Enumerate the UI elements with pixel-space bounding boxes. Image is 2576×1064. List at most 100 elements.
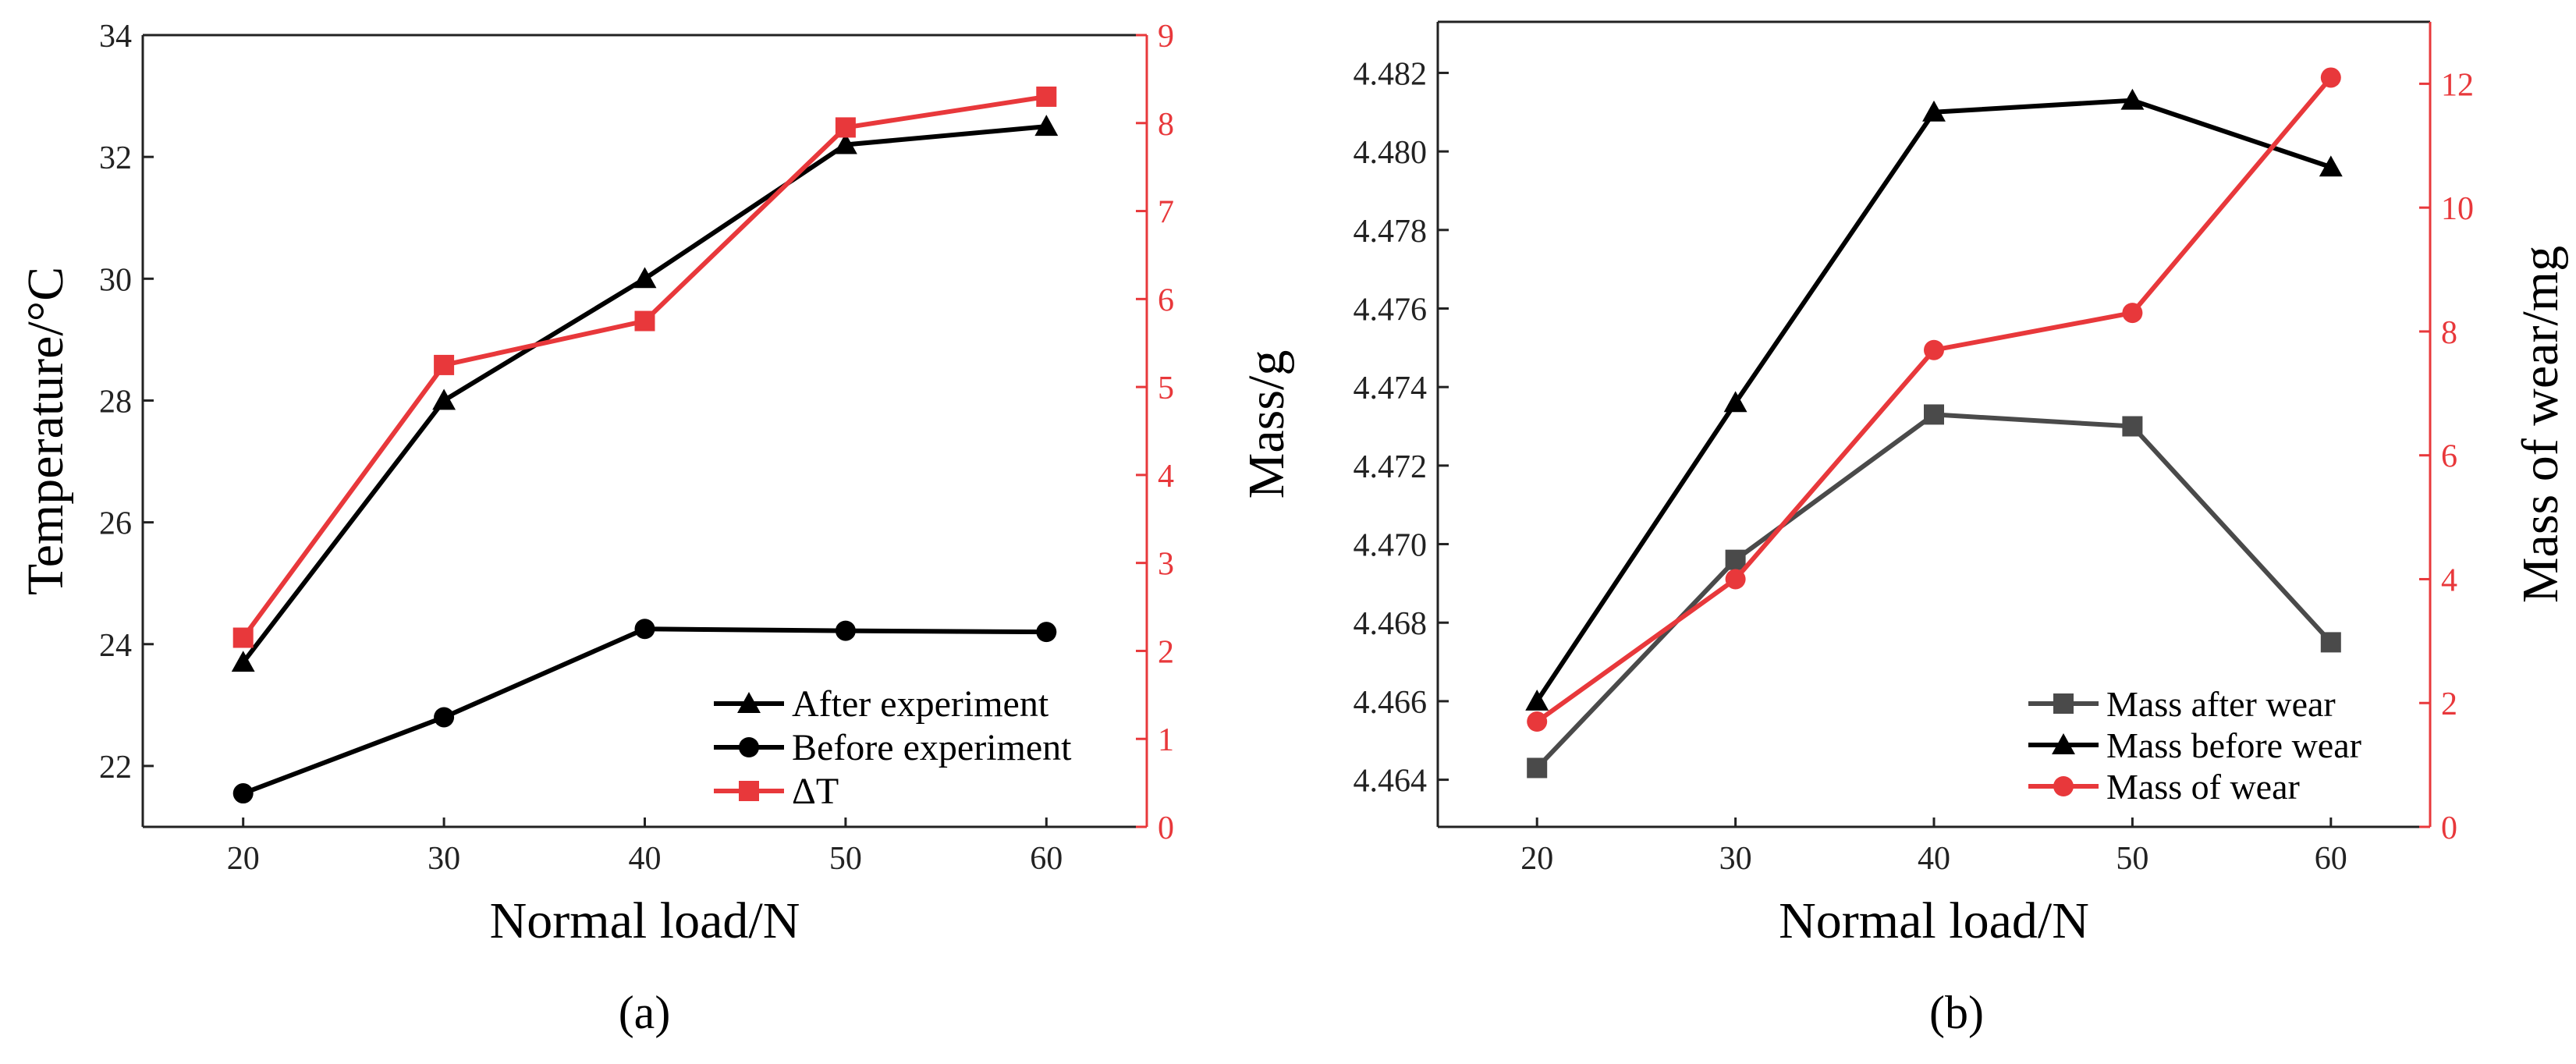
y-left-tick-label: 26 [99, 506, 132, 542]
y-right-tick-label: 9 [1158, 19, 1174, 55]
data-point [1922, 100, 1946, 122]
legend-marker [2052, 733, 2075, 754]
data-point [2320, 67, 2341, 88]
y-right-tick-label: 12 [2441, 67, 2474, 103]
data-point [1924, 404, 1944, 425]
y-right-tick-label: 8 [1158, 107, 1174, 143]
data-point [634, 619, 655, 640]
y-right-tick-label: 5 [1158, 371, 1174, 406]
x-tick-label: 40 [1918, 841, 1950, 877]
x-tick-label: 20 [1520, 841, 1553, 877]
y-left-tick-label: 22 [99, 750, 132, 786]
data-point [232, 627, 254, 648]
data-point [1034, 115, 1059, 137]
legend-label: Before experiment [792, 727, 1072, 768]
y-left-tick-label: 4.468 [1354, 606, 1428, 642]
y-right-tick-label: 0 [1158, 810, 1174, 846]
data-point [1036, 622, 1057, 643]
x-tick-label: 40 [629, 841, 662, 877]
data-point [1723, 391, 1747, 413]
series-mass-of-wear [1527, 67, 2341, 732]
data-point [1527, 711, 1548, 732]
y-left-tick-label: 4.478 [1354, 214, 1428, 250]
data-point [633, 267, 657, 289]
legend-label: Mass of wear [2106, 767, 2300, 807]
x-tick-label: 60 [2315, 841, 2347, 877]
data-point [634, 310, 655, 332]
data-point [2319, 155, 2343, 177]
data-point [2122, 416, 2143, 437]
data-point [835, 620, 856, 641]
series-line [241, 94, 1047, 640]
series-line [1535, 76, 2333, 724]
x-tick-label: 50 [2116, 841, 2148, 877]
series-before-experiment [232, 619, 1057, 804]
y-left-tick-label: 30 [99, 262, 132, 298]
data-point [833, 133, 857, 154]
data-point [1725, 549, 1746, 570]
data-point [1036, 86, 1057, 107]
legend-label: ΔT [792, 771, 839, 812]
y-left-tick-label: 34 [99, 19, 132, 55]
series--t [232, 86, 1057, 648]
legend-marker [739, 737, 759, 757]
y-right-tick-label: 2 [1158, 634, 1174, 670]
y-left-tick-label: 28 [99, 384, 132, 420]
y-axis-label-left: Temperature/°C [17, 267, 74, 595]
y-right-tick-label: 4 [1158, 459, 1174, 495]
x-axis-label: Normal load/N [1779, 892, 2089, 949]
y-left-tick-label: 4.466 [1354, 685, 1428, 721]
data-point [231, 651, 255, 672]
x-tick-label: 30 [1719, 841, 1752, 877]
y-right-tick-label: 4 [2441, 562, 2457, 598]
y-right-tick-label: 10 [2441, 191, 2474, 227]
data-point [1527, 757, 1548, 778]
series-line [1535, 98, 2332, 703]
y-left-tick-label: 4.464 [1354, 764, 1428, 800]
y-left-tick-label: 4.472 [1354, 449, 1428, 485]
y-left-tick-label: 32 [99, 140, 132, 176]
y-left-tick-label: 24 [99, 628, 132, 664]
data-point [2320, 632, 2341, 653]
y-right-tick-label: 7 [1158, 195, 1174, 231]
y-right-tick-label: 3 [1158, 547, 1174, 583]
y-right-tick-label: 6 [2441, 439, 2457, 475]
y-right-tick-label: 1 [1158, 722, 1174, 758]
y-left-tick-label: 4.480 [1354, 135, 1428, 171]
y-right-tick-label: 2 [2441, 686, 2457, 722]
y-left-tick-label: 4.482 [1354, 56, 1428, 92]
data-point [835, 117, 856, 138]
data-point [2122, 303, 2143, 324]
data-point [1924, 339, 1944, 360]
legend-marker [739, 781, 759, 801]
x-tick-label: 20 [227, 841, 260, 877]
chart-a-temperature: 20 30 40 50 60222426283032340123456789Normal… [17, 19, 1174, 1038]
legend-marker [2053, 693, 2074, 714]
series-after-experiment [231, 115, 1059, 672]
chart-caption: (b) [1929, 987, 1984, 1038]
chart-b-mass: 20 30 40 50 60 4.464 4.466 4.468 4.470 4.472 4.474… [1238, 20, 2569, 1038]
y-left-tick-label: 4.476 [1354, 292, 1428, 328]
series-line [241, 124, 1047, 665]
x-axis-label: Normal load/N [490, 892, 800, 949]
legend-marker [737, 692, 761, 713]
x-tick-label: 30 [428, 841, 460, 877]
x-tick-label: 50 [829, 841, 862, 877]
y-left-tick-label: 4.470 [1354, 528, 1428, 564]
series-mass-before-wear [1525, 88, 2343, 711]
data-point [432, 388, 456, 410]
chart-caption: (a) [619, 987, 671, 1038]
y-left-tick-label: 4.474 [1354, 371, 1428, 406]
data-point [1725, 569, 1746, 590]
y-axis-label-left: Mass/g [1238, 350, 1295, 499]
data-point [434, 354, 455, 375]
data-point [1525, 689, 1549, 711]
legend-label: Mass before wear [2106, 725, 2361, 765]
y-right-tick-label: 8 [2441, 315, 2457, 351]
data-point [2120, 88, 2145, 110]
legend-marker [2053, 776, 2074, 796]
y-right-tick-label: 6 [1158, 282, 1174, 318]
